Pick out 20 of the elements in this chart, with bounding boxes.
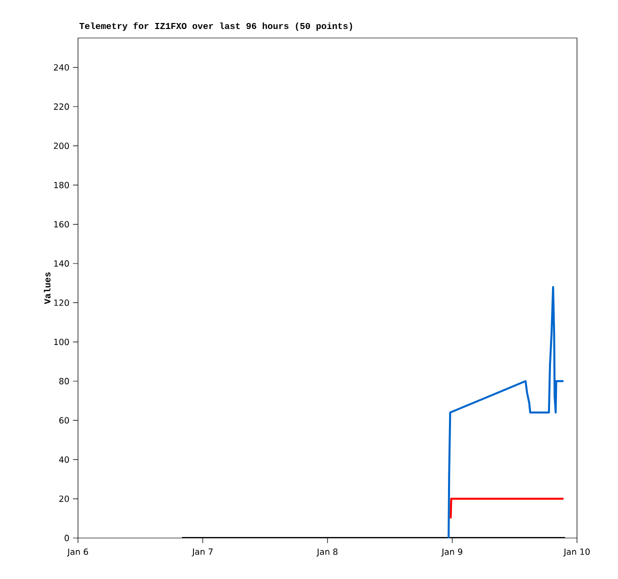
y-tick-label: 140	[54, 260, 69, 267]
y-tick-label: 220	[54, 103, 69, 110]
y-tick-label: 120	[54, 300, 69, 306]
y-tick-label: 160	[54, 221, 69, 228]
x-tick-label: Jan 7	[192, 548, 213, 556]
y-tick-label: 100	[54, 338, 69, 346]
x-tick-label: Jan 10	[563, 548, 590, 557]
y-tick-label: 200	[54, 142, 69, 150]
y-tick-label: 240	[54, 64, 69, 71]
x-tick-label: Jan 6	[66, 548, 88, 557]
y-tick-label: 60	[59, 417, 69, 424]
y-tick-label: 80	[59, 378, 69, 384]
y-tick-label: 40	[59, 456, 69, 463]
y-tick-label: 180	[54, 182, 69, 188]
y-tick-label: 20	[59, 496, 69, 502]
x-tick-label: Jan 8	[316, 548, 338, 557]
y-axis-title: Values	[44, 272, 50, 304]
x-tick-label: Jan 9	[441, 548, 462, 557]
y-tick-label: 0	[64, 534, 69, 542]
chart-title: Telemetry for IZ1FXO over last 96 hours (50 points)	[79, 22, 352, 31]
